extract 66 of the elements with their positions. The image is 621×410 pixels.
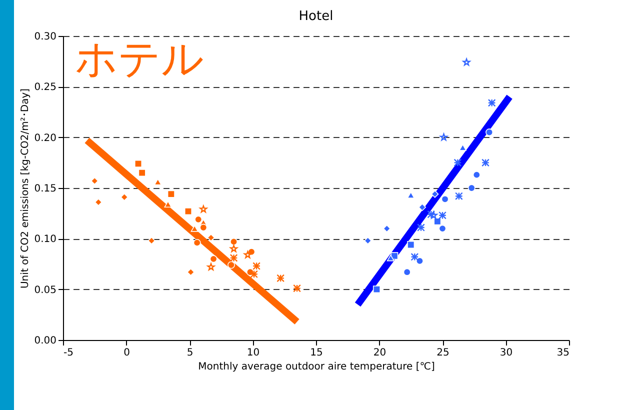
point xyxy=(210,255,218,263)
point xyxy=(383,224,391,232)
point xyxy=(230,244,238,252)
point xyxy=(372,286,380,294)
point xyxy=(386,254,394,262)
point xyxy=(230,254,238,262)
point xyxy=(482,158,490,167)
x-tick-label: 0 xyxy=(124,348,130,358)
point xyxy=(430,211,438,219)
point xyxy=(230,238,238,246)
point xyxy=(427,210,436,218)
point xyxy=(454,192,463,200)
point xyxy=(250,270,258,278)
point xyxy=(134,160,142,168)
point xyxy=(194,216,202,224)
x-axis-title: Monthly average outdoor aire temperature [℃] xyxy=(198,362,435,372)
point xyxy=(468,184,476,192)
point xyxy=(438,211,446,220)
point xyxy=(276,274,285,282)
point xyxy=(462,58,470,66)
y-tick-label: 0.25 xyxy=(34,82,56,94)
chart-title: Hotel xyxy=(298,9,334,24)
y-axis-title: Unit of CO2 emissions [kg-CO2/m²･Day] xyxy=(20,88,32,289)
x-tick-label: 15 xyxy=(310,348,323,358)
point xyxy=(441,195,449,203)
point xyxy=(438,224,446,232)
point xyxy=(167,190,175,198)
point xyxy=(293,284,301,292)
point xyxy=(410,252,419,261)
y-tick-label: 0.05 xyxy=(34,284,56,296)
y-tick-label: 0.20 xyxy=(34,132,56,144)
x-tick-label: 35 xyxy=(556,348,570,358)
x-tick-label: 10 xyxy=(246,348,260,358)
point xyxy=(486,128,494,136)
point xyxy=(416,257,424,265)
point xyxy=(407,240,415,248)
point xyxy=(193,238,201,246)
annotation: ホテル xyxy=(75,34,204,83)
x-tick-label: -5 xyxy=(64,348,74,358)
x-tick-label: 5 xyxy=(186,348,194,358)
point xyxy=(138,169,146,177)
point xyxy=(431,190,439,198)
point xyxy=(207,263,215,270)
point xyxy=(403,268,411,276)
point xyxy=(252,262,260,270)
y-tick-label: 0.15 xyxy=(34,184,56,194)
point xyxy=(244,250,252,258)
point xyxy=(418,204,426,212)
point xyxy=(454,158,462,167)
x-tick-label: 25 xyxy=(436,348,450,358)
point xyxy=(227,261,235,269)
point xyxy=(488,98,496,107)
point xyxy=(417,224,425,232)
point xyxy=(184,208,192,216)
point xyxy=(200,224,208,232)
point xyxy=(472,171,480,179)
point xyxy=(440,133,448,141)
y-tick-label: 0.30 xyxy=(34,32,56,42)
point xyxy=(90,177,98,185)
y-tick-label: 0.10 xyxy=(34,234,56,246)
point xyxy=(200,205,208,213)
y-tick-label: 0.00 xyxy=(34,336,56,346)
point xyxy=(434,218,442,226)
point xyxy=(120,193,128,201)
x-tick-label: 30 xyxy=(500,348,513,358)
x-tick-label: 20 xyxy=(373,348,386,358)
